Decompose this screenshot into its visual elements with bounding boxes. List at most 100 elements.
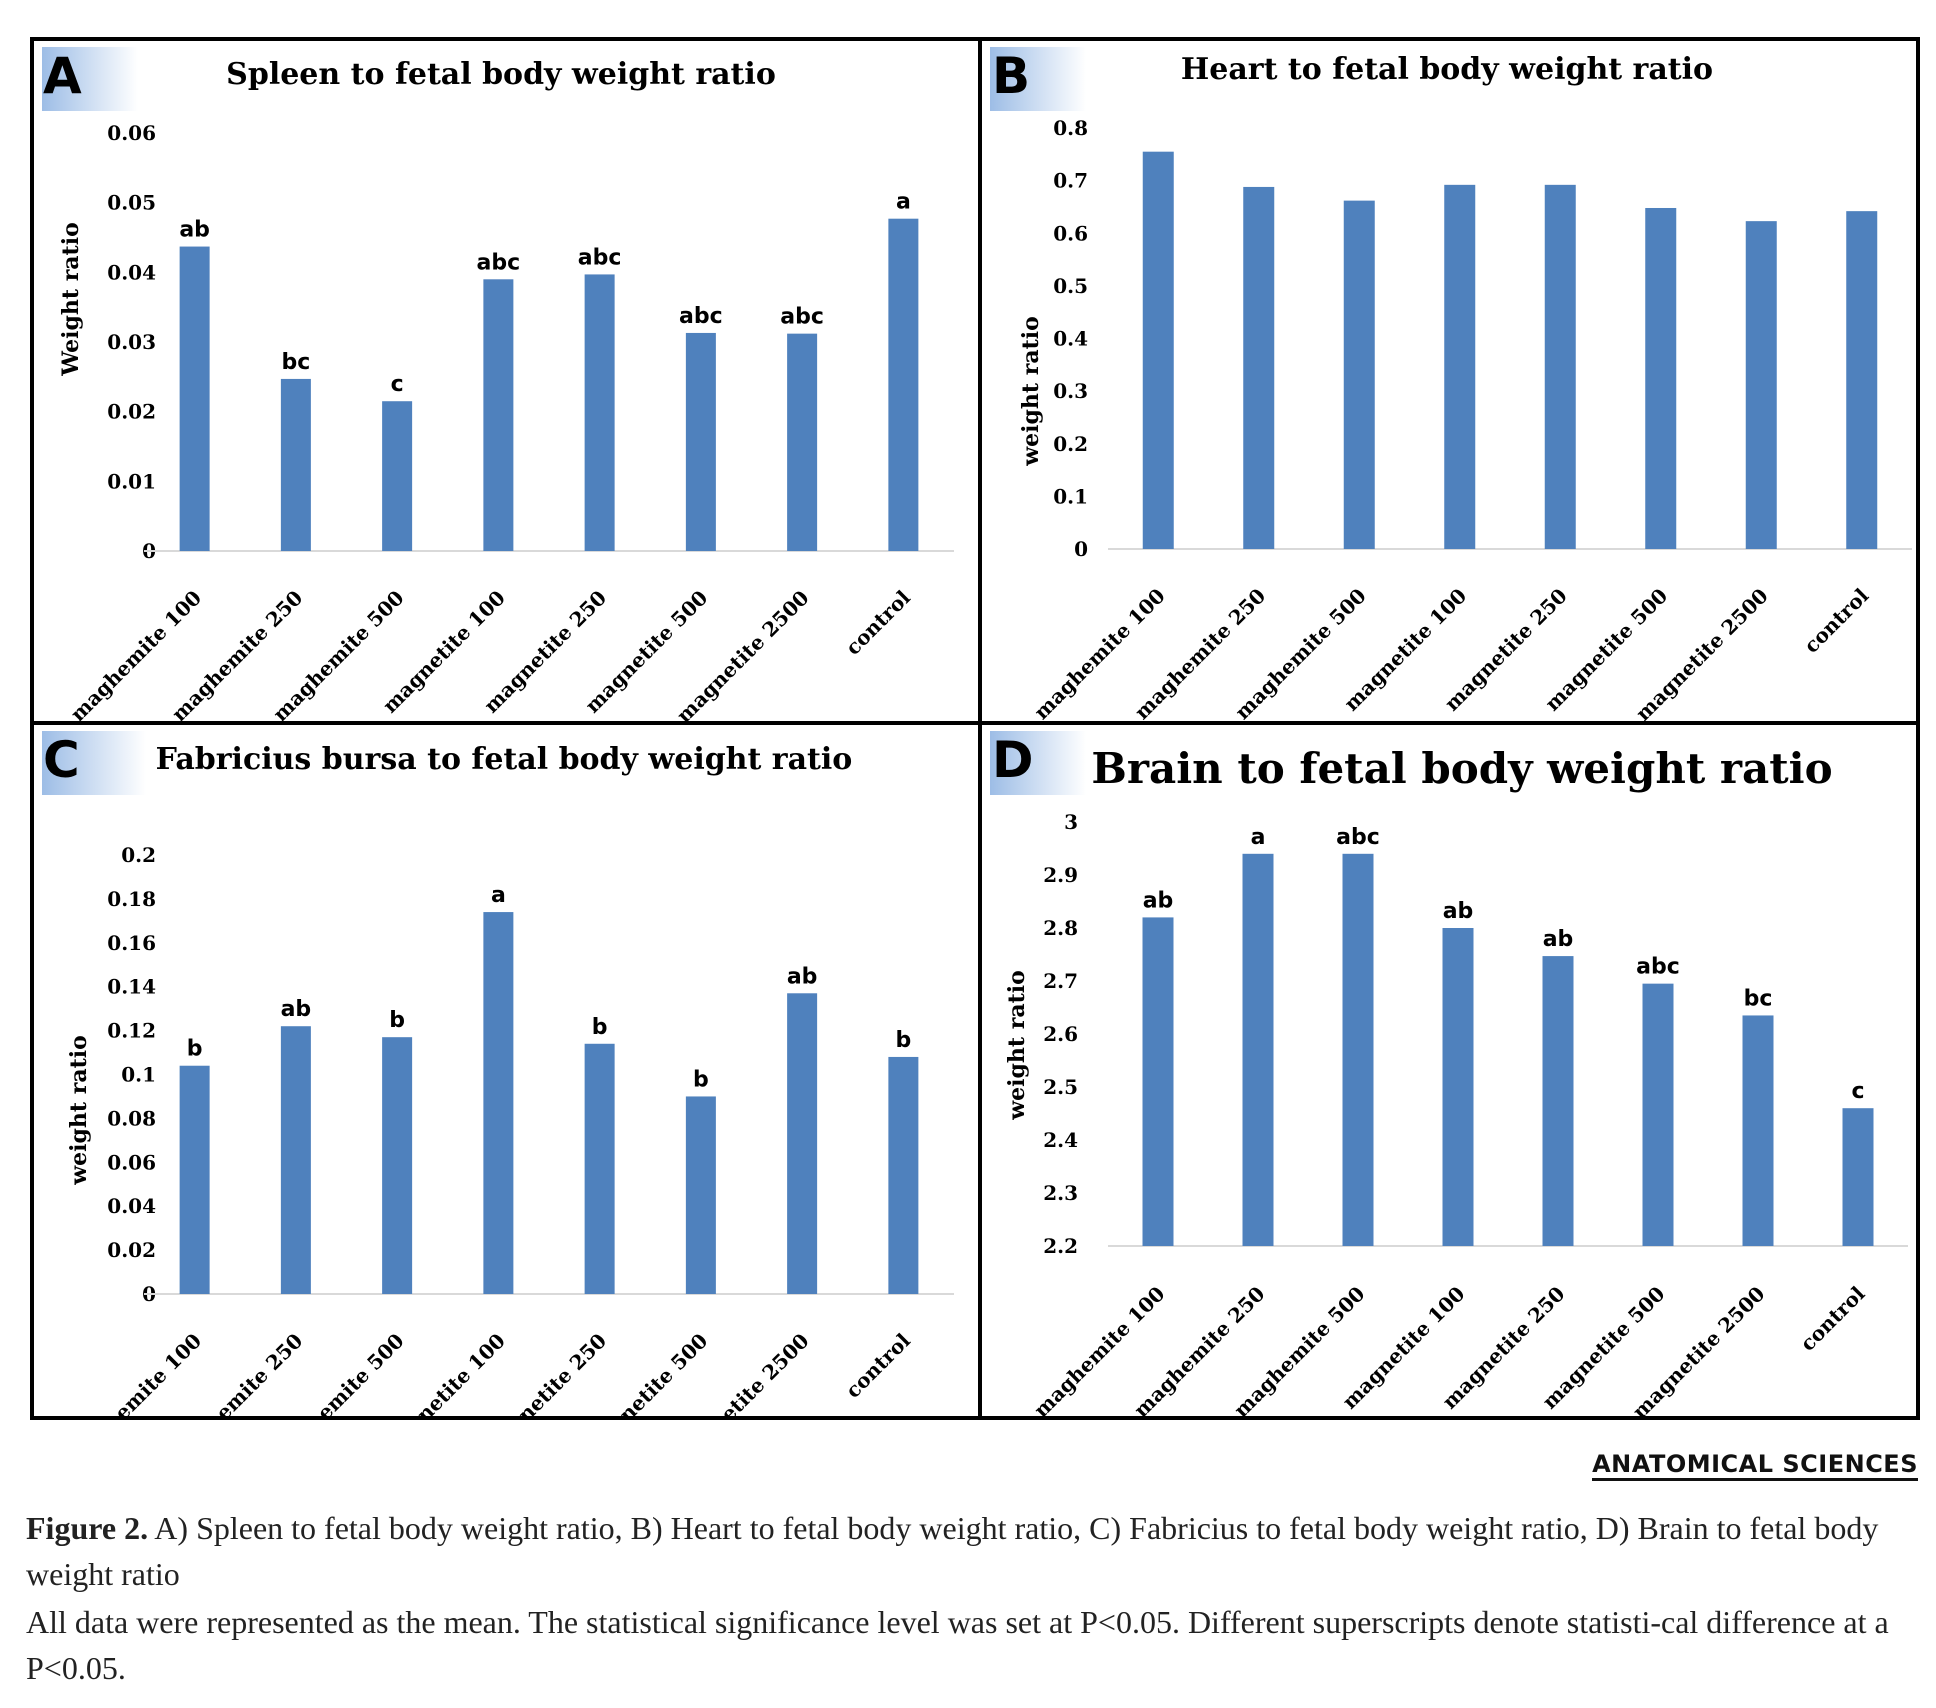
bar	[888, 1056, 919, 1294]
significance-label: abc	[1336, 825, 1380, 850]
chart-title: Spleen to fetal body weight ratio	[226, 57, 776, 92]
bar	[685, 1096, 716, 1294]
y-tick-label: 0.4	[1053, 327, 1088, 351]
significance-label: b	[693, 1067, 709, 1092]
y-tick-label: 0.18	[107, 887, 156, 911]
bar	[787, 333, 818, 551]
panel-letter-badge	[990, 731, 1086, 795]
significance-label: bc	[281, 350, 310, 375]
y-tick-label: 0.02	[107, 1238, 156, 1262]
bar	[1242, 853, 1274, 1246]
panel-letter-badge	[42, 47, 138, 111]
bar	[584, 274, 615, 551]
y-tick-label: 0.03	[107, 330, 156, 354]
bar	[685, 332, 716, 551]
panel-letter-badge	[42, 731, 146, 795]
y-tick-label: 0.12	[107, 1019, 156, 1043]
y-axis-label: Weight ratio	[58, 222, 84, 377]
panel-b-heart: B Heart to fetal body weight ratio weight …	[982, 41, 1916, 721]
bar	[1342, 853, 1374, 1246]
bar	[1142, 151, 1174, 549]
y-tick-label: 0.16	[107, 931, 156, 955]
x-tick-label: control	[1799, 583, 1873, 657]
bar	[1842, 1108, 1874, 1246]
bar	[1544, 184, 1576, 549]
y-tick-label: 2.6	[1043, 1022, 1078, 1046]
bar	[1645, 207, 1677, 550]
chart-title: Brain to fetal body weight ratio	[1091, 744, 1832, 793]
y-tick-label: 0.06	[107, 1150, 156, 1174]
y-axis-label: weight ratio	[1004, 970, 1030, 1121]
caption-text: A) Spleen to fetal body weight ratio, B)…	[26, 1510, 1879, 1592]
y-tick-label: 2.8	[1043, 916, 1078, 940]
y-tick-label: 0.05	[107, 191, 156, 215]
y-tick-label: 3	[1064, 810, 1078, 834]
bar	[1642, 983, 1674, 1246]
panel-letter-a: A	[43, 47, 82, 105]
y-tick-label: 2.5	[1043, 1075, 1078, 1099]
y-tick-label: 0.2	[1053, 432, 1088, 456]
bar	[1542, 956, 1574, 1246]
bar	[382, 1037, 413, 1294]
panel-d-brain: D Brain to fetal body weight ratio weight …	[982, 725, 1916, 1416]
y-tick-label: 0.8	[1053, 116, 1088, 140]
bar	[1142, 917, 1174, 1246]
significance-label: abc	[679, 304, 723, 329]
fabricius-chart: C Fabricius bursa to fetal body weight ra…	[42, 731, 954, 1416]
bar	[584, 1043, 615, 1294]
y-axis-label: weight ratio	[1018, 316, 1044, 467]
y-tick-label: 2.3	[1043, 1181, 1078, 1205]
y-tick-label: 0.3	[1053, 379, 1088, 403]
y-tick-label: 0.06	[107, 121, 156, 145]
bar	[1442, 928, 1474, 1246]
y-tick-label: 0.01	[107, 469, 156, 493]
significance-label: bc	[1744, 986, 1773, 1011]
y-tick-label: 0.14	[107, 975, 156, 999]
panel-letter-d: D	[992, 731, 1034, 789]
bar	[179, 1065, 210, 1294]
chart-title: Heart to fetal body weight ratio	[1181, 52, 1713, 87]
y-axis-label: weight ratio	[66, 1035, 92, 1186]
horizontal-divider	[34, 721, 1916, 725]
y-tick-label: 0	[1074, 537, 1088, 561]
significance-label: abc	[780, 305, 824, 330]
x-tick-label: maghemite 100	[66, 1329, 207, 1416]
significance-label: ab	[179, 218, 210, 243]
significance-label: a	[491, 883, 506, 908]
y-tick-label: 0.5	[1053, 274, 1088, 298]
significance-label: a	[1251, 825, 1266, 850]
y-tick-label: 0.7	[1053, 169, 1088, 193]
significance-label: abc	[1636, 955, 1680, 980]
panel-c-fabricius: C Fabricius bursa to fetal body weight ra…	[34, 725, 978, 1416]
panel-letter-badge	[990, 47, 1086, 111]
significance-label: ab	[1443, 899, 1474, 924]
y-tick-label: 0.04	[107, 1194, 156, 1218]
significance-label: b	[187, 1037, 203, 1062]
panel-letter-c: C	[43, 731, 80, 789]
y-tick-label: 0.08	[107, 1106, 156, 1130]
y-tick-label: 2.9	[1043, 863, 1078, 887]
bar	[382, 401, 413, 551]
significance-label: c	[391, 372, 404, 397]
significance-label: a	[896, 190, 911, 215]
x-tick-label: control	[841, 585, 915, 659]
y-tick-label: 2.4	[1043, 1128, 1078, 1152]
y-tick-label: 0.6	[1053, 221, 1088, 245]
significance-label: b	[592, 1015, 608, 1040]
bar	[179, 246, 210, 551]
bar	[1243, 186, 1275, 549]
y-tick-label: 0.1	[1053, 484, 1088, 508]
bar	[1444, 184, 1476, 549]
caption-label: Figure 2.	[26, 1510, 149, 1546]
bar	[888, 218, 919, 551]
bar	[280, 378, 311, 551]
significance-label: ab	[1143, 888, 1174, 913]
chart-title: Fabricius bursa to fetal body weight rat…	[156, 742, 853, 777]
y-tick-label: 0.2	[121, 843, 156, 867]
bar	[1846, 211, 1878, 549]
panel-a-spleen: A Spleen to fetal body weight ratio Weight…	[34, 41, 978, 721]
significance-label: ab	[1543, 927, 1574, 952]
vertical-divider	[978, 41, 982, 1416]
journal-brand: ANATOMICAL SCIENCES	[1592, 1450, 1918, 1481]
significance-label: ab	[787, 964, 818, 989]
